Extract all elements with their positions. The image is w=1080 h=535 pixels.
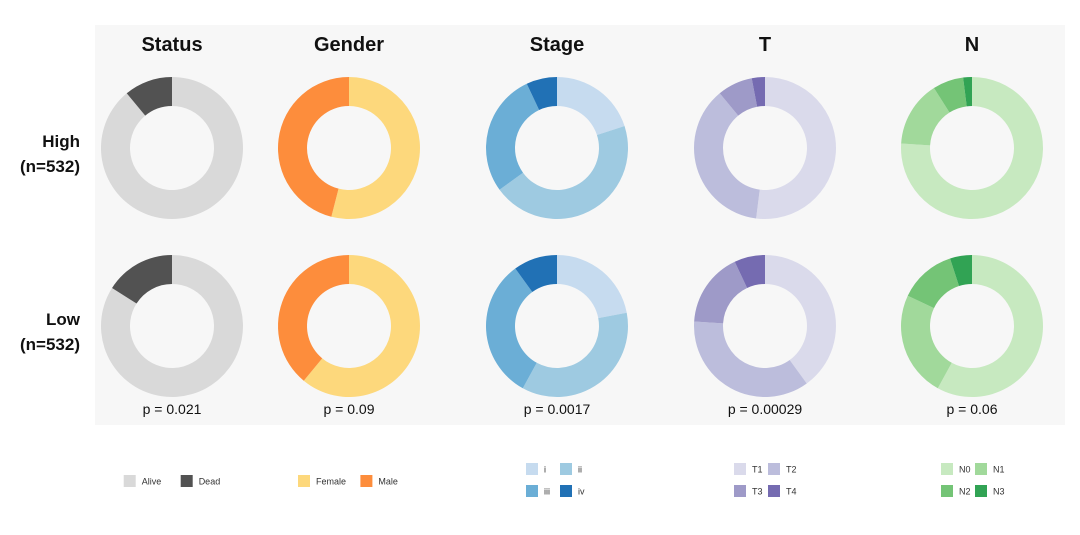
legend-label-t-t4: T4 bbox=[786, 487, 797, 497]
legend-t: T1 T2 T3 T4 bbox=[734, 463, 797, 497]
legend-gender: Female Male bbox=[298, 475, 398, 487]
donut-gender-low bbox=[277, 255, 420, 397]
donut-n-high bbox=[900, 77, 1043, 219]
legend-swatch-stage-iv bbox=[560, 485, 572, 497]
legend-swatch-n-n3 bbox=[975, 485, 987, 497]
legend-label-n-n0: N0 bbox=[959, 465, 971, 475]
legend-swatch-gender-male bbox=[360, 475, 373, 487]
slice-t-low-t2 bbox=[693, 321, 807, 397]
slice-stage-low-ii bbox=[522, 312, 628, 397]
slice-status-high-dead bbox=[126, 77, 172, 116]
legend-label-t-t3: T3 bbox=[752, 487, 763, 497]
row-label-low: Low bbox=[46, 310, 81, 329]
legend-label-gender-female: Female bbox=[316, 477, 346, 487]
donut-stage-low bbox=[486, 255, 628, 397]
slice-status-low-alive bbox=[100, 255, 243, 397]
p-value-gender: p = 0.09 bbox=[324, 401, 375, 417]
slice-t-high-t1 bbox=[756, 77, 836, 220]
slice-n-low-n3 bbox=[950, 255, 972, 287]
donut-gender-high bbox=[277, 76, 420, 219]
slice-stage-high-i bbox=[557, 77, 625, 136]
legend-label-stage-iii: iii bbox=[544, 487, 550, 497]
legend-swatch-t-t2 bbox=[768, 463, 780, 475]
donut-n-low bbox=[901, 255, 1044, 397]
row-count-high: (n=532) bbox=[20, 157, 80, 176]
column-title-t: T bbox=[759, 34, 771, 56]
legend-swatch-status-dead bbox=[180, 475, 193, 487]
legend-label-n-n2: N2 bbox=[959, 487, 971, 497]
slice-t-low-t3 bbox=[694, 261, 748, 324]
slice-n-low-n1 bbox=[901, 295, 952, 389]
slice-stage-high-iii bbox=[486, 83, 540, 190]
legend-label-n-n1: N1 bbox=[993, 465, 1005, 475]
donut-status-low bbox=[100, 254, 243, 397]
slice-gender-high-female bbox=[331, 77, 420, 219]
column-title-n: N bbox=[965, 34, 979, 56]
legend-swatch-gender-female bbox=[298, 475, 310, 487]
p-value-t: p = 0.00029 bbox=[728, 401, 803, 417]
row-count-low: (n=532) bbox=[20, 335, 80, 354]
donut-stage-high bbox=[486, 77, 629, 220]
legend-swatch-stage-ii bbox=[560, 463, 572, 475]
legend-swatch-t-t4 bbox=[768, 485, 780, 497]
legend-swatch-t-t1 bbox=[734, 463, 746, 475]
legend-label-t-t1: T1 bbox=[752, 465, 763, 475]
column-title-stage: Stage bbox=[530, 34, 584, 56]
slice-n-low-n0 bbox=[937, 255, 1044, 397]
legend-label-status-alive: Alive bbox=[142, 477, 162, 487]
legend-label-n-n3: N3 bbox=[993, 487, 1005, 497]
slice-n-low-n2 bbox=[907, 258, 960, 309]
slice-t-low-t1 bbox=[765, 255, 836, 384]
legend-swatch-n-n2 bbox=[941, 485, 953, 497]
slice-n-high-n0 bbox=[900, 77, 1043, 219]
legend-label-status-dead: Dead bbox=[199, 477, 221, 487]
slice-gender-low-male bbox=[277, 255, 349, 381]
legend-swatch-stage-i bbox=[526, 463, 538, 475]
donut-t-low bbox=[693, 255, 836, 397]
slice-stage-high-iv bbox=[526, 77, 557, 110]
donut-t-high bbox=[693, 77, 836, 220]
p-value-stage: p = 0.0017 bbox=[524, 401, 591, 417]
legend-swatch-n-n0 bbox=[941, 463, 953, 475]
slice-stage-low-iii bbox=[486, 268, 537, 389]
slice-t-high-t4 bbox=[751, 77, 765, 107]
legend-status: Alive Dead bbox=[123, 475, 221, 487]
slice-t-high-t2 bbox=[693, 93, 760, 219]
slice-n-high-n3 bbox=[963, 77, 972, 107]
legend-label-stage-iv: iv bbox=[578, 487, 585, 497]
slice-stage-high-ii bbox=[499, 126, 629, 220]
slice-n-high-n1 bbox=[901, 88, 950, 146]
legend-label-stage-ii: ii bbox=[578, 465, 582, 475]
legend-swatch-status-alive bbox=[123, 475, 136, 487]
row-label-high: High bbox=[42, 132, 80, 151]
legend-swatch-n-n1 bbox=[975, 463, 987, 475]
legend-label-gender-male: Male bbox=[378, 477, 398, 487]
slice-n-high-n2 bbox=[933, 77, 967, 113]
legend-swatch-stage-iii bbox=[526, 485, 538, 497]
slice-t-high-t3 bbox=[719, 78, 758, 116]
slice-status-low-dead bbox=[112, 254, 172, 304]
column-title-gender: Gender bbox=[314, 34, 384, 56]
slice-gender-high-male bbox=[277, 76, 349, 217]
donut-status-high bbox=[100, 77, 243, 219]
column-title-status: Status bbox=[141, 34, 202, 56]
legend-label-stage-i: i bbox=[544, 465, 546, 475]
legend-swatch-t-t3 bbox=[734, 485, 746, 497]
legend-label-t-t2: T2 bbox=[786, 465, 797, 475]
p-value-n: p = 0.06 bbox=[947, 401, 998, 417]
legend-n: N0 N1 N2 N3 bbox=[941, 463, 1005, 497]
slice-stage-low-i bbox=[557, 255, 627, 319]
p-value-status: p = 0.021 bbox=[143, 401, 202, 417]
slice-t-low-t4 bbox=[734, 255, 765, 288]
slice-gender-low-female bbox=[303, 255, 420, 397]
slice-stage-low-iv bbox=[515, 255, 557, 293]
slice-status-high-alive bbox=[100, 77, 243, 219]
